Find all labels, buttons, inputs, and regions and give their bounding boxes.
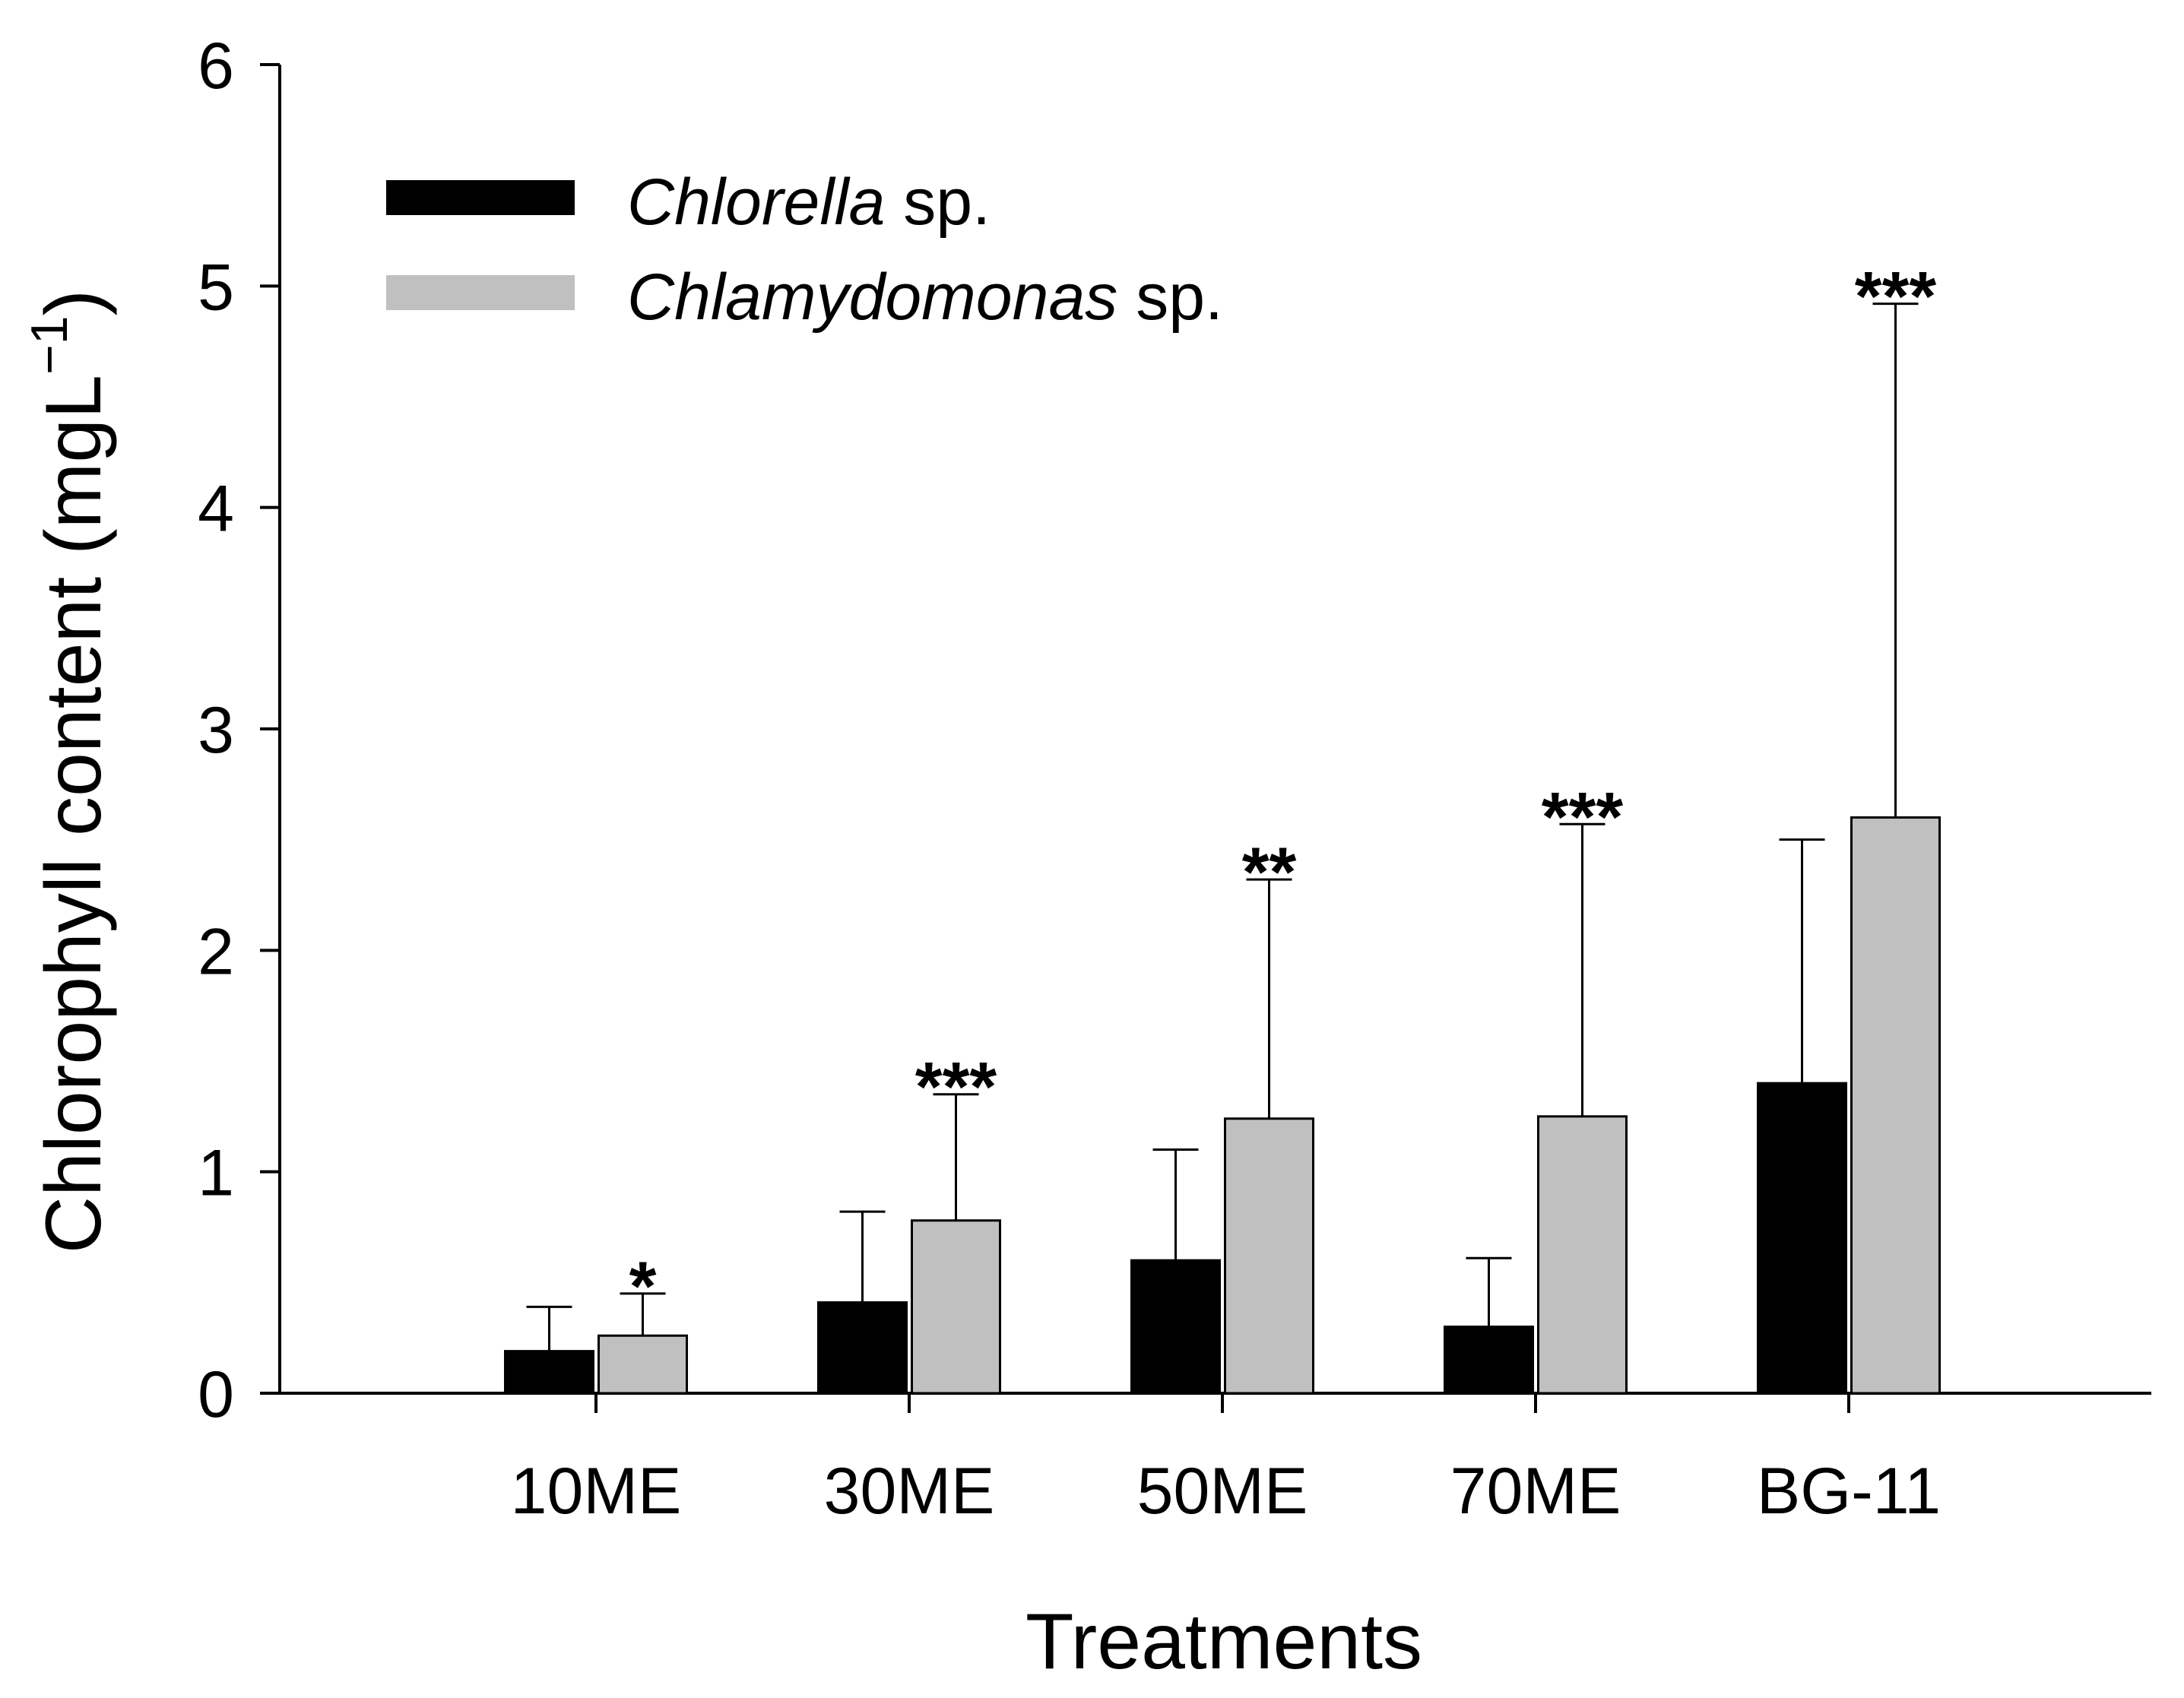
- y-tick-label: 4: [198, 473, 234, 546]
- legend-label-chlamydomonas: Chlamydomonas sp.: [627, 261, 1223, 334]
- legend-swatch-chlorella: [386, 180, 575, 215]
- y-tick-label: 3: [198, 694, 234, 767]
- x-tick-label: 10ME: [511, 1455, 682, 1528]
- bar-chlorella: [817, 1301, 908, 1395]
- legend-label-chlorella: Chlorella sp.: [627, 166, 991, 239]
- bar-chlorella: [1444, 1326, 1534, 1395]
- x-tick-label: 30ME: [824, 1455, 995, 1528]
- significance-label: ***: [1855, 258, 1937, 336]
- significance-label: *: [629, 1248, 657, 1326]
- bars-layer: [504, 816, 1941, 1395]
- significance-label: ***: [1542, 778, 1624, 856]
- significance-layer: ************: [629, 258, 1937, 1326]
- y-axis-title: Chlorophyll content (mgL−1): [21, 290, 118, 1253]
- y-tick-label: 2: [198, 915, 234, 988]
- y-axis: 0 1 2 3 4 5 6: [198, 30, 281, 1431]
- significance-label: **: [1242, 834, 1297, 911]
- y-tick-label: 6: [198, 30, 234, 103]
- x-axis-title: Treatments: [1025, 1598, 1422, 1686]
- legend: Chlorella sp. Chlamydomonas sp.: [386, 166, 1223, 334]
- significance-label: ***: [915, 1049, 997, 1126]
- bar-chlamydomonas: [598, 1334, 688, 1395]
- legend-swatch-chlamydomonas: [386, 275, 575, 310]
- x-tick-label: BG-11: [1757, 1455, 1941, 1528]
- bar-chlorella: [1757, 1082, 1847, 1395]
- bar-chlamydomonas: [1224, 1117, 1314, 1395]
- x-axis: 10ME 30ME 50ME 70ME BG-11: [280, 1392, 2151, 1528]
- y-tick-label: 5: [198, 251, 234, 324]
- bar-chlorella: [504, 1350, 594, 1395]
- bar-chlamydomonas: [1850, 816, 1941, 1395]
- x-tick-label: 70ME: [1450, 1455, 1621, 1528]
- bar-chlamydomonas: [1537, 1115, 1628, 1395]
- x-tick-label: 50ME: [1137, 1455, 1308, 1528]
- y-tick-label: 0: [198, 1358, 234, 1431]
- bar-chlorella: [1130, 1259, 1221, 1395]
- error-bars-layer: [526, 303, 1919, 1351]
- bar-chlamydomonas: [911, 1219, 1001, 1395]
- y-tick-label: 1: [198, 1137, 234, 1210]
